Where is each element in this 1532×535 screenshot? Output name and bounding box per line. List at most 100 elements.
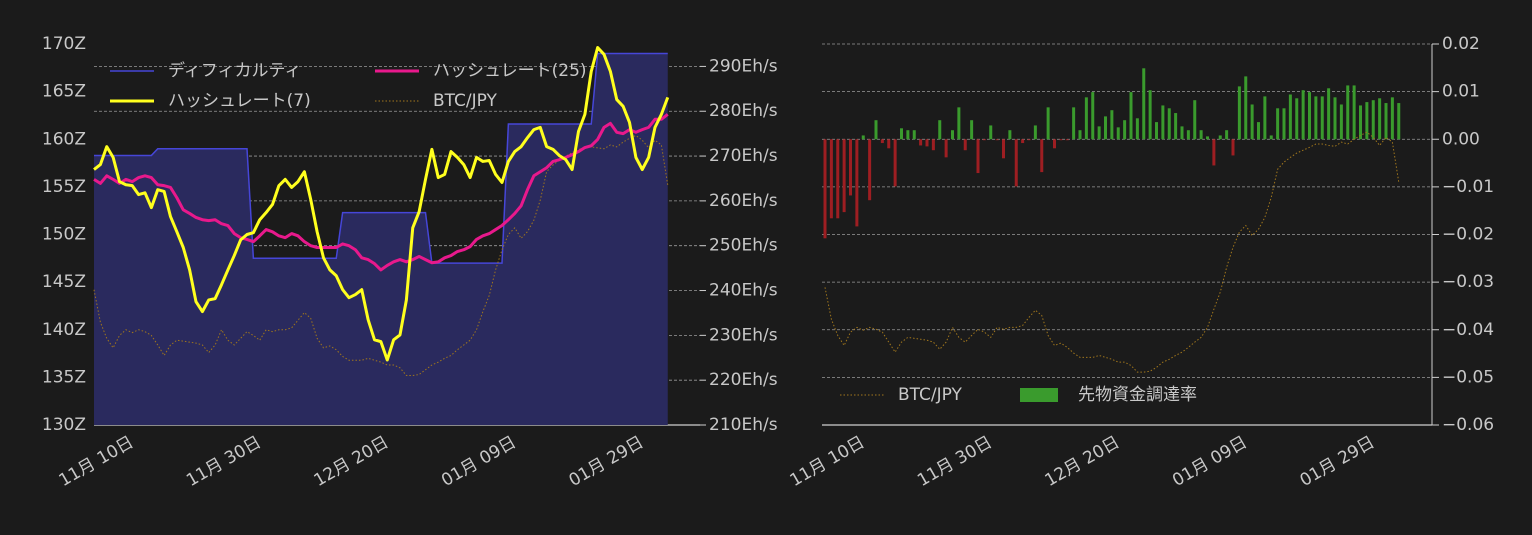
y-tick-label: −0.06 (1442, 415, 1494, 435)
bar (1206, 136, 1209, 140)
bar (1237, 86, 1241, 140)
legend-label: 先物資金調達率 (1078, 385, 1197, 405)
bar (1384, 103, 1388, 140)
bar (1263, 96, 1267, 140)
bar (906, 130, 910, 140)
y-tick-label: −0.03 (1442, 272, 1494, 292)
bar (1371, 100, 1375, 140)
bar (1282, 108, 1286, 140)
bar (1142, 68, 1146, 140)
bar (887, 139, 891, 149)
bar (1320, 96, 1324, 140)
legend-label: ハッシュレート(25) (433, 61, 587, 81)
legend-label: BTC/JPY (898, 385, 963, 405)
bar (1327, 88, 1331, 140)
y-tick-label: 160Z (42, 129, 86, 149)
legend-label: ディフィカルティ (168, 60, 301, 81)
legend-swatch (1020, 388, 1058, 402)
bar (931, 139, 935, 151)
bar (1339, 104, 1343, 140)
bar (1135, 118, 1139, 140)
y2-tick-label: 290Eh/s (709, 56, 778, 76)
bar (893, 139, 897, 187)
y-tick-label: 0.00 (1442, 129, 1480, 149)
legend-label: ハッシュレート(7) (168, 91, 311, 111)
line (93, 113, 669, 272)
bar (874, 120, 878, 140)
bar (1314, 96, 1318, 140)
bar (925, 139, 929, 147)
bar (1250, 104, 1254, 140)
bar (1301, 90, 1305, 140)
bar (1110, 110, 1114, 140)
bar (1378, 98, 1382, 140)
y-tick-label: −0.01 (1442, 177, 1494, 197)
bar (1225, 130, 1229, 140)
bar (1390, 97, 1394, 140)
bar (868, 139, 872, 201)
bar (1148, 90, 1152, 140)
bar (951, 130, 954, 140)
bar (1167, 108, 1171, 140)
bar (1288, 94, 1292, 140)
bar (1295, 98, 1299, 140)
bar (982, 139, 986, 141)
bar (1078, 130, 1082, 140)
y-tick-label: 0.01 (1442, 82, 1480, 102)
bar (1161, 105, 1165, 140)
bar (1104, 116, 1107, 140)
bar (1129, 92, 1133, 140)
bar (1218, 135, 1222, 140)
bar (1397, 103, 1401, 140)
area (94, 53, 668, 425)
bar (1084, 97, 1088, 140)
line (93, 134, 669, 376)
bar (1244, 76, 1248, 140)
y-tick-label: 140Z (42, 320, 86, 340)
y-tick-label: 155Z (42, 177, 86, 197)
bar (1199, 130, 1203, 140)
bar (957, 107, 961, 140)
bar (1002, 139, 1005, 159)
bar (900, 128, 903, 140)
bar (861, 135, 865, 140)
y2-tick-label: 250Eh/s (709, 236, 778, 256)
bar (919, 139, 923, 146)
y-tick-label: 0.02 (1442, 34, 1480, 54)
bar (1059, 139, 1063, 141)
bar (849, 139, 852, 196)
y2-tick-label: 260Eh/s (709, 191, 778, 211)
bar (1231, 139, 1235, 156)
bar (1116, 127, 1120, 140)
bar (963, 139, 967, 151)
bar (823, 139, 827, 239)
bar (1155, 122, 1158, 140)
bar (1346, 85, 1350, 140)
y-tick-label: −0.05 (1442, 367, 1494, 387)
line (93, 46, 670, 362)
bar (938, 120, 942, 140)
bar (912, 130, 916, 140)
bar (1123, 120, 1127, 140)
y-tick-label: −0.04 (1442, 320, 1494, 340)
bar (1186, 130, 1190, 140)
bar (842, 139, 846, 213)
bar (1021, 139, 1025, 144)
legend-label: BTC/JPY (433, 91, 498, 111)
y2-tick-label: 280Eh/s (709, 101, 778, 121)
bar (1257, 122, 1260, 140)
y-tick-label: 165Z (42, 82, 86, 102)
bar (880, 139, 884, 144)
bar (1072, 107, 1076, 140)
bar (1033, 125, 1037, 140)
bar (1014, 139, 1018, 187)
bar (1040, 139, 1044, 173)
y-tick-label: 145Z (42, 272, 86, 292)
bar (836, 139, 840, 219)
y-tick-label: 135Z (42, 367, 86, 387)
bar (829, 139, 833, 219)
bar (1276, 108, 1280, 140)
bar (1359, 105, 1362, 140)
bar (1333, 97, 1337, 140)
